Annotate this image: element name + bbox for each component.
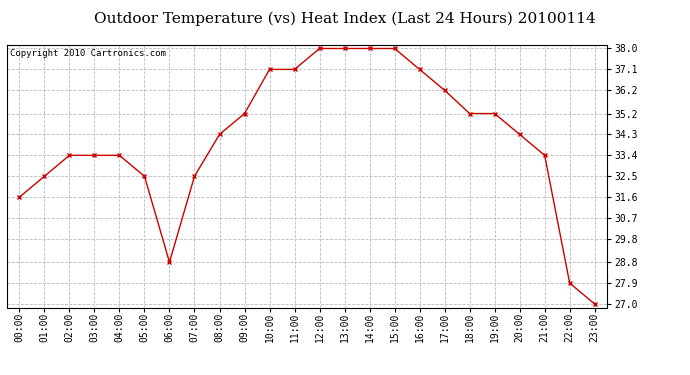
Text: Outdoor Temperature (vs) Heat Index (Last 24 Hours) 20100114: Outdoor Temperature (vs) Heat Index (Las… <box>94 11 596 26</box>
Text: Copyright 2010 Cartronics.com: Copyright 2010 Cartronics.com <box>10 49 166 58</box>
